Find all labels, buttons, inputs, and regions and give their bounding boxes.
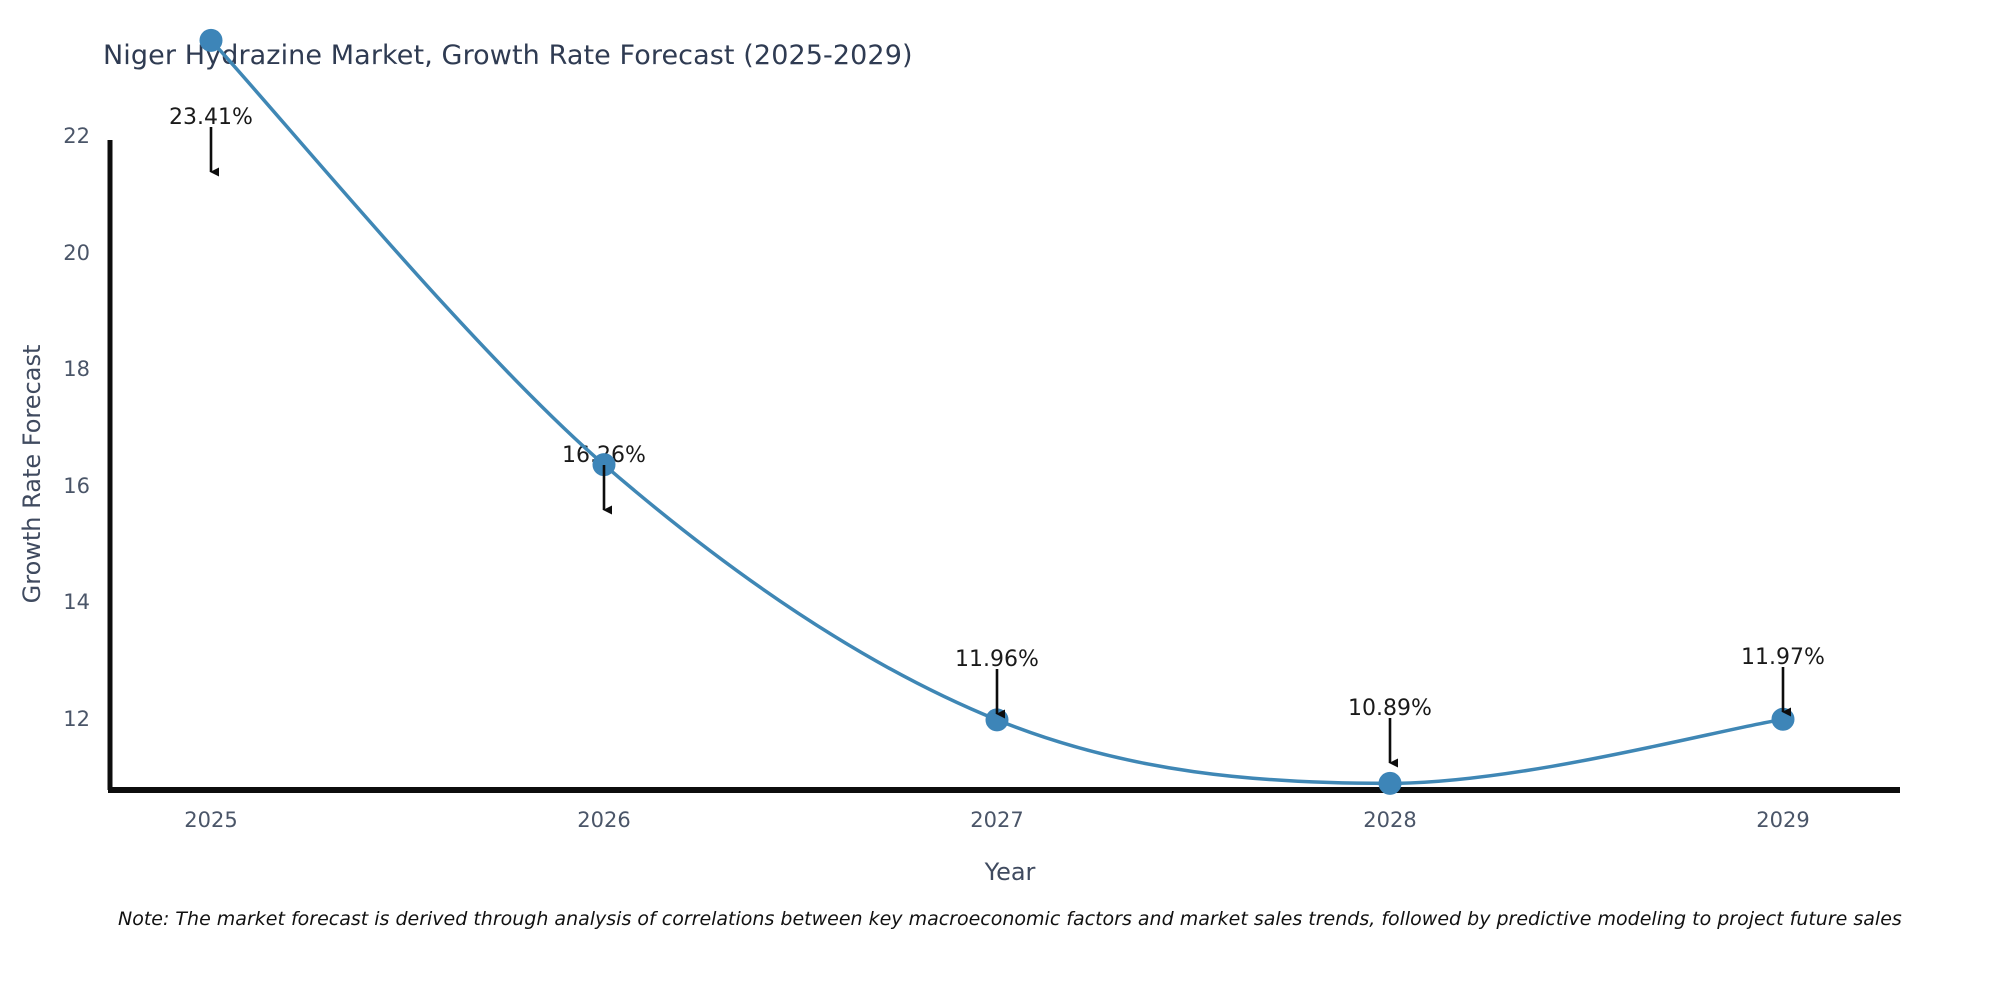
data-label-2029: 11.97%	[1741, 645, 1825, 670]
x-tick-label-2025: 2025	[184, 808, 238, 832]
x-tick-label-2026: 2026	[577, 808, 631, 832]
x-tick-label-2027: 2027	[970, 808, 1024, 832]
y-tick-label-20: 20	[63, 241, 90, 265]
data-label-2027: 11.96%	[955, 647, 1039, 672]
data-point-2025	[199, 28, 223, 52]
data-label-2028: 10.89%	[1348, 696, 1432, 721]
data-point-2028	[1378, 771, 1402, 795]
y-tick-label-14: 14	[63, 590, 90, 614]
y-tick-label-16: 16	[63, 474, 90, 498]
x-tick-label-2029: 2029	[1756, 808, 1810, 832]
x-axis-title: Year	[0, 858, 2000, 886]
y-tick-label-22: 22	[63, 124, 90, 148]
data-line-growth-rate-forecast	[209, 38, 1785, 786]
x-axis-title-text: Year	[984, 858, 1036, 886]
data-label-2025: 23.41%	[169, 105, 253, 130]
y-tick-label-18: 18	[63, 357, 90, 381]
annotation-arrows	[209, 127, 1791, 768]
chart-footnote: Note: The market forecast is derived thr…	[118, 908, 1902, 930]
y-tick-label-12: 12	[63, 707, 90, 731]
x-tick-label-2028: 2028	[1363, 808, 1417, 832]
chart-title: Niger Hydrazine Market, Growth Rate Fore…	[103, 40, 913, 71]
